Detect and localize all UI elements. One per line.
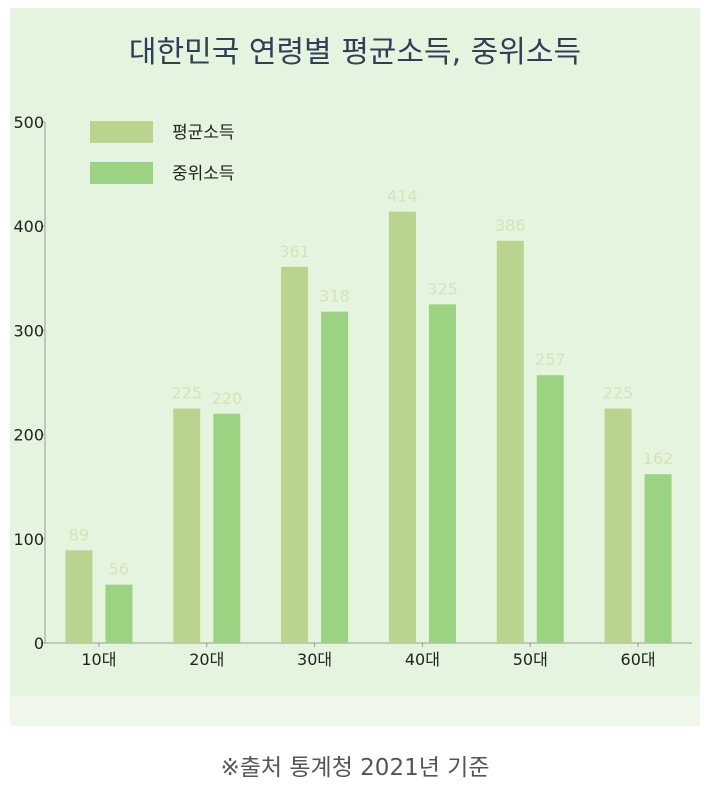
bar-average	[65, 550, 93, 643]
bar-median	[644, 474, 672, 643]
legend-swatch	[90, 121, 153, 143]
y-tick-label: 0	[34, 634, 44, 653]
data-label: 414	[387, 187, 418, 206]
y-tick-label: 300	[13, 321, 44, 340]
bar-average	[173, 408, 201, 643]
bar-median	[536, 375, 564, 643]
x-tick-label: 20대	[189, 650, 224, 669]
bar-median	[213, 413, 241, 643]
data-label: 162	[643, 449, 674, 468]
bar-average	[281, 266, 309, 643]
y-tick-label: 500	[13, 113, 44, 132]
x-tick-label: 60대	[621, 650, 656, 669]
bar-median	[105, 584, 133, 643]
data-labels-group: 89 56 225 220 361 318 414 325 386 257 225 162	[69, 187, 674, 579]
legend-swatch	[90, 162, 153, 184]
bar-average	[604, 408, 632, 643]
data-label: 386	[495, 216, 526, 235]
data-label: 225	[603, 384, 634, 403]
source-note: ※출처 통계청 2021년 기준	[220, 755, 490, 781]
x-tick-label: 10대	[81, 650, 116, 669]
data-label: 225	[171, 384, 202, 403]
data-label: 89	[69, 525, 89, 544]
data-label: 220	[211, 389, 242, 408]
y-tick-label: 100	[13, 530, 44, 549]
axes: 0 100 200 300 400 500 10대 20대 30대 40대 50대 60대	[13, 113, 692, 669]
data-label: 56	[109, 560, 129, 579]
data-label: 257	[535, 350, 566, 369]
x-tick-label: 50대	[513, 650, 548, 669]
chart-title: 대한민국 연령별 평균소득, 중위소득	[129, 35, 581, 70]
x-tick-label: 40대	[405, 650, 440, 669]
bar-chart: 대한민국 연령별 평균소득, 중위소득 0 100 200 300 400 500 10대 2…	[13, 35, 692, 669]
bar-median	[428, 304, 456, 643]
y-tick-label: 400	[13, 217, 44, 236]
bar-median	[321, 311, 349, 643]
legend-label: 중위소득	[172, 164, 235, 184]
bar-average	[388, 211, 416, 643]
data-label: 318	[319, 287, 350, 306]
bar-average	[496, 240, 524, 643]
x-tick-label: 30대	[297, 650, 332, 669]
bars-group	[65, 211, 672, 643]
data-label: 361	[279, 242, 310, 261]
y-tick-label: 200	[13, 426, 44, 445]
legend-label: 평균소득	[172, 123, 235, 143]
data-label: 325	[427, 279, 458, 298]
